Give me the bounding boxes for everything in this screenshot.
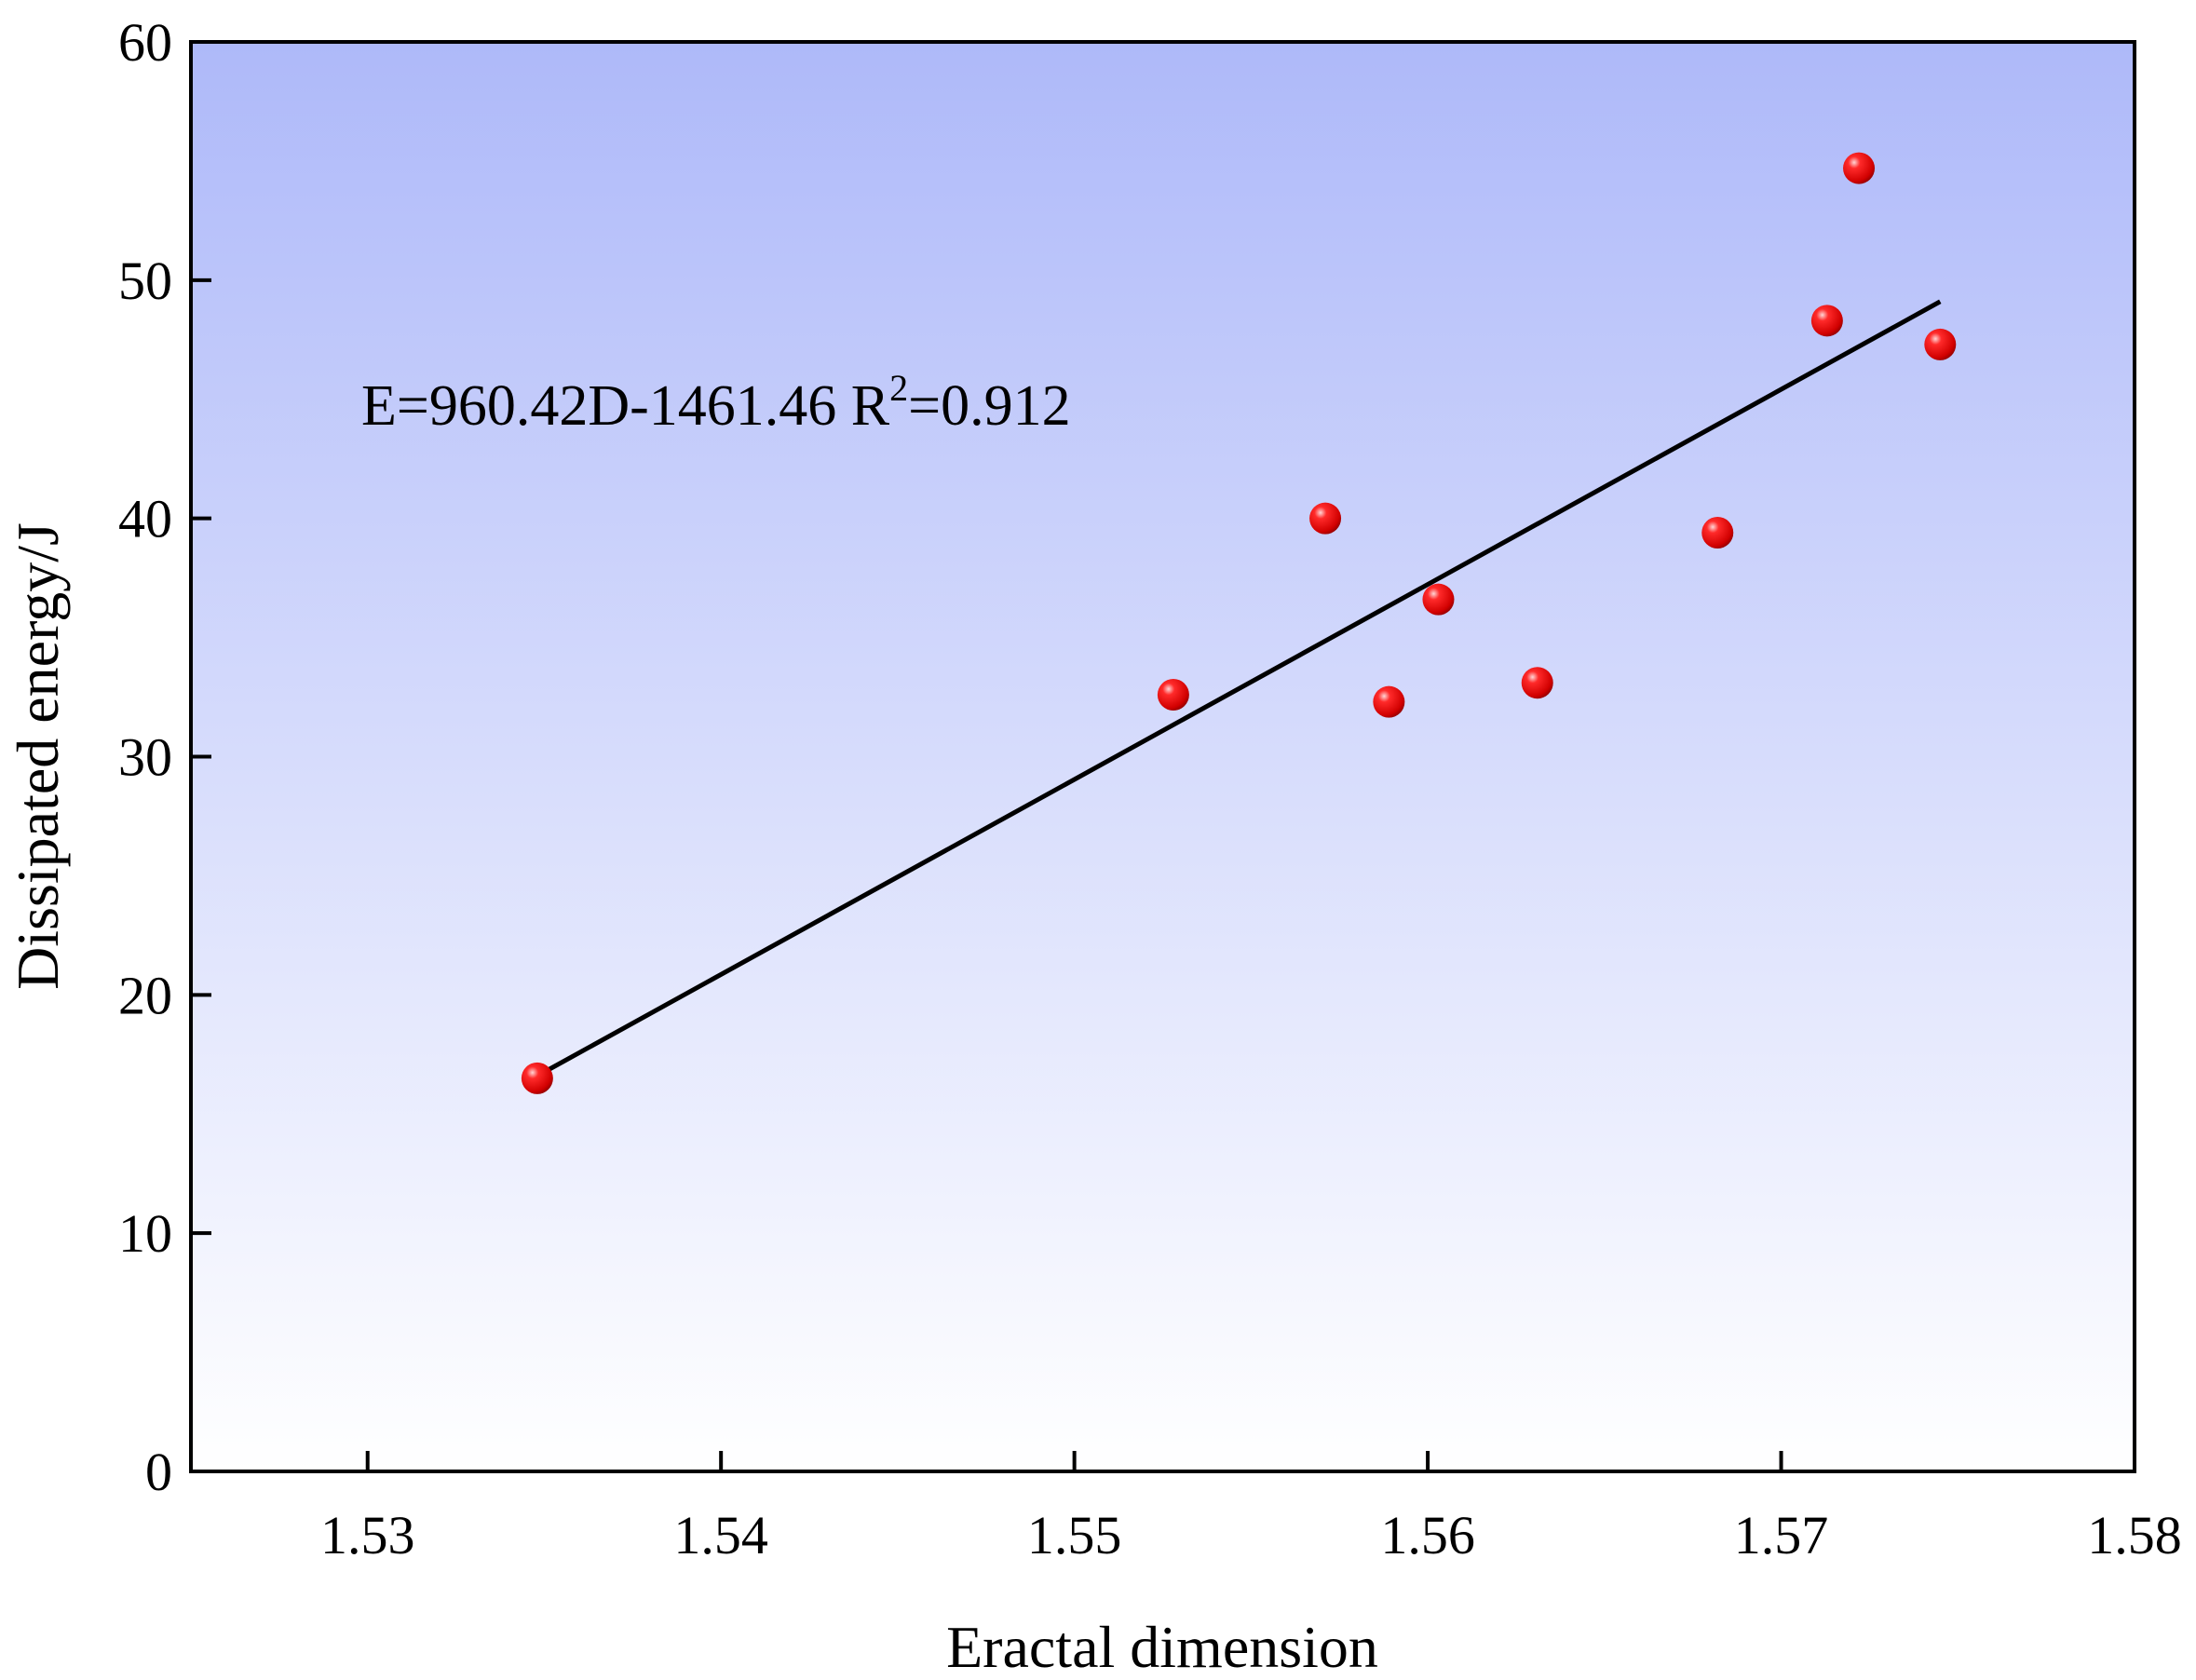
y-tick-label: 60 bbox=[118, 12, 172, 73]
data-point bbox=[1843, 152, 1876, 184]
y-tick-label: 20 bbox=[118, 965, 172, 1025]
data-point bbox=[1422, 583, 1455, 616]
x-tick-label: 1.53 bbox=[320, 1505, 415, 1565]
y-tick-label: 0 bbox=[145, 1442, 172, 1502]
x-tick-label: 1.57 bbox=[1734, 1505, 1829, 1565]
x-tick-label: 1.58 bbox=[2087, 1505, 2182, 1565]
y-axis: 0 10 20 30 40 50 60 bbox=[118, 12, 211, 1502]
data-point bbox=[1924, 328, 1957, 360]
x-tick-label: 1.54 bbox=[673, 1505, 768, 1565]
x-axis: 1.53 1.54 1.55 1.56 1.57 1.58 bbox=[320, 1451, 2182, 1565]
y-tick-label: 30 bbox=[118, 727, 172, 788]
data-point bbox=[1373, 685, 1405, 718]
plot-area bbox=[191, 42, 2135, 1471]
y-tick-label: 10 bbox=[118, 1203, 172, 1264]
fit-line-layer bbox=[535, 299, 1942, 1078]
y-axis-title: Dissipated energy/J bbox=[5, 522, 71, 990]
data-point bbox=[521, 1062, 553, 1094]
fit-equation-tail: =0.912 bbox=[908, 374, 1070, 438]
x-axis-title: Eractal dimension bbox=[946, 1614, 1378, 1680]
x-tick-label: 1.56 bbox=[1380, 1505, 1475, 1565]
y-tick-label: 40 bbox=[118, 489, 172, 549]
x-tick-label: 1.55 bbox=[1027, 1505, 1122, 1565]
data-point bbox=[1701, 517, 1734, 549]
data-point bbox=[1309, 502, 1342, 535]
data-point bbox=[1521, 667, 1553, 699]
data-point bbox=[1810, 305, 1843, 337]
y-tick-label: 50 bbox=[118, 251, 172, 311]
fit-equation-superscript: 2 bbox=[889, 367, 908, 409]
fit-equation-main: E=960.42D-1461.46 R bbox=[361, 374, 890, 438]
fit-line bbox=[535, 299, 1942, 1078]
fit-equation-annotation: E=960.42D-1461.46 R2=0.912 bbox=[361, 367, 1071, 438]
data-point bbox=[1157, 678, 1189, 711]
points-layer bbox=[521, 152, 1957, 1094]
